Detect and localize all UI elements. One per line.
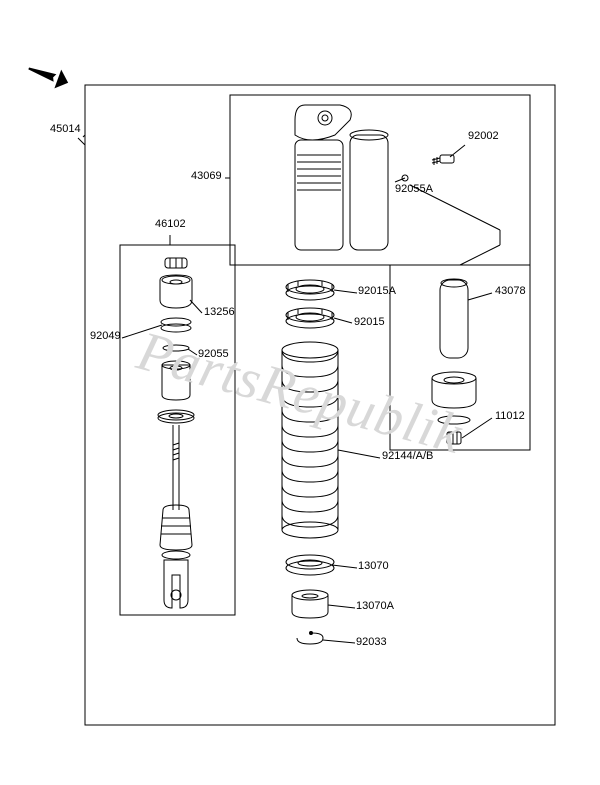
- label-13256: 13256: [204, 306, 235, 318]
- outer-frame: [85, 85, 555, 725]
- label-92055A: 92055A: [395, 183, 433, 195]
- spring-coil: [282, 342, 338, 538]
- label-13070: 13070: [358, 560, 389, 572]
- label-92049: 92049: [90, 330, 121, 342]
- reservoir-body: [295, 105, 388, 250]
- label-92055: 92055: [198, 348, 229, 360]
- inner-frame-top: [230, 95, 530, 265]
- label-43069: 43069: [191, 170, 222, 182]
- label-45014: 45014: [50, 123, 81, 135]
- label-92015A: 92015A: [358, 285, 396, 297]
- spring-assembly: [282, 280, 338, 644]
- gas-chamber: [432, 279, 476, 444]
- diagram-svg: [0, 0, 600, 785]
- locknut-bottom: [286, 308, 334, 328]
- label-46102: 46102: [155, 218, 186, 230]
- parts-diagram: PartsRepublik: [0, 0, 600, 785]
- label-11012: 11012: [495, 410, 525, 422]
- label-13070A: 13070A: [356, 600, 394, 612]
- label-92144: 92144/A/B: [382, 450, 433, 462]
- label-92015: 92015: [354, 316, 385, 328]
- label-92002: 92002: [468, 130, 499, 142]
- label-43078: 43078: [495, 285, 526, 297]
- locknut-top: [286, 280, 334, 300]
- rod-assembly: [158, 258, 194, 608]
- direction-arrow-icon: [25, 59, 71, 92]
- label-92033: 92033: [356, 636, 387, 648]
